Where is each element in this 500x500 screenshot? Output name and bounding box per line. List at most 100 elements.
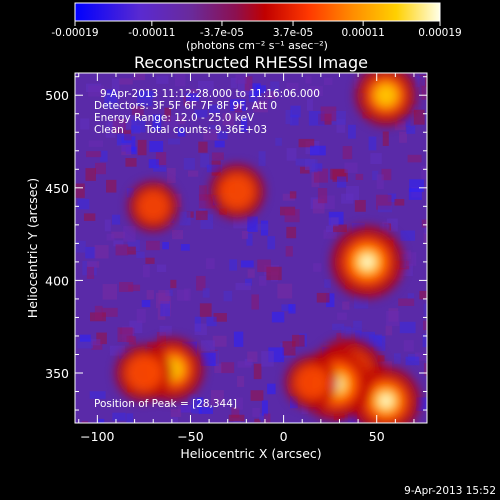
background-cell xyxy=(254,418,261,423)
background-cell xyxy=(149,141,164,153)
background-cell xyxy=(285,109,293,125)
background-cell xyxy=(251,294,259,310)
background-cell xyxy=(249,83,261,97)
background-cell xyxy=(142,264,150,278)
background-cell xyxy=(81,420,89,423)
background-cell xyxy=(196,275,206,291)
background-cell xyxy=(100,150,108,162)
background-cell xyxy=(152,114,162,131)
background-cell xyxy=(180,244,190,251)
background-cell xyxy=(290,105,301,118)
background-cell xyxy=(230,77,237,89)
background-cell xyxy=(212,335,227,347)
background-cell xyxy=(210,390,224,405)
background-cell xyxy=(250,390,264,401)
background-cell xyxy=(244,278,252,286)
background-cell xyxy=(252,407,260,417)
y-tick-label: 400 xyxy=(45,273,69,288)
background-cell xyxy=(194,109,208,118)
background-cell xyxy=(88,140,104,147)
background-cell xyxy=(415,397,427,411)
background-cell xyxy=(370,153,382,165)
colorbar-unit-label: (photons cm⁻² s⁻¹ asec⁻²) xyxy=(186,39,328,52)
background-cell xyxy=(377,205,393,213)
background-cell xyxy=(104,219,111,232)
background-cell xyxy=(146,240,160,251)
background-cell xyxy=(235,74,247,84)
background-cell xyxy=(213,313,227,322)
background-cell xyxy=(170,417,179,423)
y-tick-label: 500 xyxy=(45,88,69,103)
emission-sources xyxy=(115,73,420,423)
background-cell xyxy=(139,91,155,99)
background-cell xyxy=(288,304,296,314)
x-tick-label: 0 xyxy=(280,429,288,444)
background-cell xyxy=(386,310,400,327)
background-cell xyxy=(113,240,124,247)
background-cell xyxy=(354,199,366,212)
background-cell xyxy=(267,236,276,250)
background-cell xyxy=(261,400,268,416)
source-mid xyxy=(294,365,329,400)
background-cell xyxy=(112,412,126,421)
background-cell xyxy=(323,77,333,85)
background-cell xyxy=(206,316,217,327)
colorbar-tick-labels: -0.00019 -0.00011 -3.7e-05 3.7e-05 0.00011 0.… xyxy=(51,27,461,39)
background-cell xyxy=(421,219,427,228)
background-cell xyxy=(317,188,328,204)
background-cell xyxy=(131,125,141,134)
background-cell xyxy=(126,335,135,343)
background-cell xyxy=(198,407,213,414)
background-cell xyxy=(419,290,427,300)
x-tick-label: 50 xyxy=(369,429,385,444)
background-cell xyxy=(254,422,264,423)
background-cell xyxy=(236,397,243,410)
background-cell xyxy=(424,222,427,235)
background-cell xyxy=(394,121,406,131)
background-cell xyxy=(423,303,427,317)
background-cell xyxy=(231,407,240,418)
background-cell xyxy=(284,209,300,223)
background-cell xyxy=(292,334,305,347)
background-cell xyxy=(96,332,107,345)
background-cell xyxy=(198,141,208,153)
background-cell xyxy=(337,312,347,320)
background-cell xyxy=(426,149,427,161)
background-cell xyxy=(246,233,253,246)
background-cell xyxy=(172,230,184,240)
background-cell xyxy=(309,86,323,97)
background-cell xyxy=(102,284,118,300)
background-cell xyxy=(308,111,325,126)
background-cell xyxy=(126,413,134,423)
background-cell xyxy=(241,117,248,132)
source-mid xyxy=(219,173,255,210)
source-mid xyxy=(136,190,170,223)
plot-area xyxy=(75,73,427,423)
background-cell xyxy=(87,261,100,268)
background-cell xyxy=(333,224,347,233)
background-cell xyxy=(101,307,118,317)
background-cell xyxy=(258,151,266,166)
background-cell xyxy=(126,188,134,198)
background-cell xyxy=(127,239,140,252)
background-cell xyxy=(234,104,243,113)
background-cell xyxy=(325,225,335,233)
background-cell xyxy=(332,323,345,331)
background-cell xyxy=(206,258,215,270)
background-cell xyxy=(112,116,124,129)
background-cell xyxy=(77,198,90,210)
background-cell xyxy=(271,311,285,323)
plot-frame xyxy=(74,72,428,424)
background-cell xyxy=(286,226,297,239)
colorbar-tick-label: -3.7e-05 xyxy=(200,27,244,39)
background-cell xyxy=(153,165,167,172)
background-cell xyxy=(86,266,95,279)
background-cell xyxy=(177,405,192,413)
background-cell xyxy=(422,334,427,348)
background-cell xyxy=(91,341,103,350)
background-cell xyxy=(111,231,125,239)
background-cell xyxy=(214,140,225,148)
background-cell xyxy=(200,340,215,352)
background-cell xyxy=(336,332,345,341)
